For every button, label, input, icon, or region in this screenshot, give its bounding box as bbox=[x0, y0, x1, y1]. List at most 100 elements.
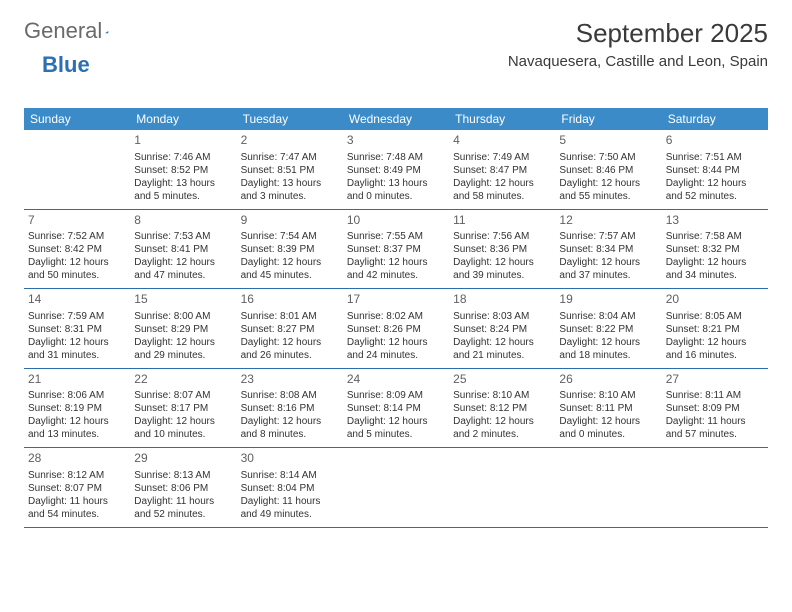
sunrise-text: Sunrise: 8:05 AM bbox=[666, 310, 764, 323]
day-number: 8 bbox=[134, 213, 232, 229]
logo-triangle-icon bbox=[105, 24, 108, 40]
calendar-day: 8Sunrise: 7:53 AMSunset: 8:41 PMDaylight… bbox=[130, 210, 236, 289]
sunrise-text: Sunrise: 8:09 AM bbox=[347, 389, 445, 402]
sunset-text: Sunset: 8:41 PM bbox=[134, 243, 232, 256]
weekday-header: Friday bbox=[555, 108, 661, 130]
day-number: 17 bbox=[347, 292, 445, 308]
day-number: 4 bbox=[453, 133, 551, 149]
day-number: 23 bbox=[241, 372, 339, 388]
sunset-text: Sunset: 8:14 PM bbox=[347, 402, 445, 415]
sunset-text: Sunset: 8:44 PM bbox=[666, 164, 764, 177]
sunrise-text: Sunrise: 7:49 AM bbox=[453, 151, 551, 164]
weekday-header: Wednesday bbox=[343, 108, 449, 130]
month-title: September 2025 bbox=[508, 18, 768, 49]
daylight-text: Daylight: 12 hours and 37 minutes. bbox=[559, 256, 657, 282]
sunset-text: Sunset: 8:32 PM bbox=[666, 243, 764, 256]
weekday-header: Saturday bbox=[662, 108, 768, 130]
daylight-text: Daylight: 13 hours and 3 minutes. bbox=[241, 177, 339, 203]
daylight-text: Daylight: 12 hours and 55 minutes. bbox=[559, 177, 657, 203]
calendar-day-empty bbox=[24, 130, 130, 209]
daylight-text: Daylight: 12 hours and 45 minutes. bbox=[241, 256, 339, 282]
daylight-text: Daylight: 12 hours and 26 minutes. bbox=[241, 336, 339, 362]
calendar-day: 13Sunrise: 7:58 AMSunset: 8:32 PMDayligh… bbox=[662, 210, 768, 289]
daylight-text: Daylight: 11 hours and 52 minutes. bbox=[134, 495, 232, 521]
calendar-day: 24Sunrise: 8:09 AMSunset: 8:14 PMDayligh… bbox=[343, 369, 449, 448]
calendar-week: 21Sunrise: 8:06 AMSunset: 8:19 PMDayligh… bbox=[24, 369, 768, 449]
sunrise-text: Sunrise: 7:55 AM bbox=[347, 230, 445, 243]
calendar-day: 29 Sunrise: 8:13 AMSunset: 8:06 PMDayligh… bbox=[130, 448, 236, 527]
sunset-text: Sunset: 8:12 PM bbox=[453, 402, 551, 415]
sunrise-text: Sunrise: 8:13 AM bbox=[134, 469, 232, 482]
sunrise-text: Sunrise: 8:04 AM bbox=[559, 310, 657, 323]
calendar-day: 11Sunrise: 7:56 AMSunset: 8:36 PMDayligh… bbox=[449, 210, 555, 289]
weekday-header: Tuesday bbox=[237, 108, 343, 130]
calendar-day: 23Sunrise: 8:08 AMSunset: 8:16 PMDayligh… bbox=[237, 369, 343, 448]
calendar: Sunday Monday Tuesday Wednesday Thursday… bbox=[24, 108, 768, 528]
sunset-text: Sunset: 8:51 PM bbox=[241, 164, 339, 177]
calendar-day: 16Sunrise: 8:01 AMSunset: 8:27 PMDayligh… bbox=[237, 289, 343, 368]
daylight-text: Daylight: 12 hours and 21 minutes. bbox=[453, 336, 551, 362]
daylight-text: Daylight: 12 hours and 39 minutes. bbox=[453, 256, 551, 282]
day-number: 27 bbox=[666, 372, 764, 388]
daylight-text: Daylight: 12 hours and 50 minutes. bbox=[28, 256, 126, 282]
day-number: 15 bbox=[134, 292, 232, 308]
daylight-text: Daylight: 11 hours and 54 minutes. bbox=[28, 495, 126, 521]
sunset-text: Sunset: 8:46 PM bbox=[559, 164, 657, 177]
sunset-text: Sunset: 8:31 PM bbox=[28, 323, 126, 336]
daylight-text: Daylight: 12 hours and 58 minutes. bbox=[453, 177, 551, 203]
sunrise-text: Sunrise: 7:56 AM bbox=[453, 230, 551, 243]
calendar-day: 1Sunrise: 7:46 AMSunset: 8:52 PMDaylight… bbox=[130, 130, 236, 209]
sunset-text: Sunset: 8:04 PM bbox=[241, 482, 339, 495]
sunset-text: Sunset: 8:36 PM bbox=[453, 243, 551, 256]
sunset-text: Sunset: 8:37 PM bbox=[347, 243, 445, 256]
calendar-day: 17Sunrise: 8:02 AMSunset: 8:26 PMDayligh… bbox=[343, 289, 449, 368]
day-number: 5 bbox=[559, 133, 657, 149]
weekday-header-row: Sunday Monday Tuesday Wednesday Thursday… bbox=[24, 108, 768, 130]
sunset-text: Sunset: 8:17 PM bbox=[134, 402, 232, 415]
daylight-text: Daylight: 13 hours and 0 minutes. bbox=[347, 177, 445, 203]
day-number: 18 bbox=[453, 292, 551, 308]
calendar-week: 1Sunrise: 7:46 AMSunset: 8:52 PMDaylight… bbox=[24, 130, 768, 210]
sunset-text: Sunset: 8:26 PM bbox=[347, 323, 445, 336]
sunset-text: Sunset: 8:42 PM bbox=[28, 243, 126, 256]
sunrise-text: Sunrise: 8:06 AM bbox=[28, 389, 126, 402]
sunset-text: Sunset: 8:21 PM bbox=[666, 323, 764, 336]
weekday-header: Sunday bbox=[24, 108, 130, 130]
daylight-text: Daylight: 12 hours and 34 minutes. bbox=[666, 256, 764, 282]
sunrise-text: Sunrise: 7:58 AM bbox=[666, 230, 764, 243]
sunrise-text: Sunrise: 7:52 AM bbox=[28, 230, 126, 243]
day-number: 16 bbox=[241, 292, 339, 308]
daylight-text: Daylight: 13 hours and 5 minutes. bbox=[134, 177, 232, 203]
weekday-header: Thursday bbox=[449, 108, 555, 130]
day-number: 10 bbox=[347, 213, 445, 229]
calendar-day: 19Sunrise: 8:04 AMSunset: 8:22 PMDayligh… bbox=[555, 289, 661, 368]
day-number: 22 bbox=[134, 372, 232, 388]
calendar-day: 27Sunrise: 8:11 AMSunset: 8:09 PMDayligh… bbox=[662, 369, 768, 448]
day-number: 7 bbox=[28, 213, 126, 229]
day-number: 12 bbox=[559, 213, 657, 229]
day-number: 29 bbox=[134, 451, 232, 467]
day-number: 19 bbox=[559, 292, 657, 308]
day-number: 6 bbox=[666, 133, 764, 149]
calendar-week: 14Sunrise: 7:59 AMSunset: 8:31 PMDayligh… bbox=[24, 289, 768, 369]
daylight-text: Daylight: 12 hours and 47 minutes. bbox=[134, 256, 232, 282]
sunset-text: Sunset: 8:06 PM bbox=[134, 482, 232, 495]
day-number: 2 bbox=[241, 133, 339, 149]
weekday-header: Monday bbox=[130, 108, 236, 130]
sunrise-text: Sunrise: 8:01 AM bbox=[241, 310, 339, 323]
day-number: 3 bbox=[347, 133, 445, 149]
sunrise-text: Sunrise: 7:54 AM bbox=[241, 230, 339, 243]
calendar-day: 22Sunrise: 8:07 AMSunset: 8:17 PMDayligh… bbox=[130, 369, 236, 448]
sunrise-text: Sunrise: 7:48 AM bbox=[347, 151, 445, 164]
day-number: 13 bbox=[666, 213, 764, 229]
calendar-day: 2Sunrise: 7:47 AMSunset: 8:51 PMDaylight… bbox=[237, 130, 343, 209]
calendar-day: 5Sunrise: 7:50 AMSunset: 8:46 PMDaylight… bbox=[555, 130, 661, 209]
daylight-text: Daylight: 12 hours and 16 minutes. bbox=[666, 336, 764, 362]
sunset-text: Sunset: 8:24 PM bbox=[453, 323, 551, 336]
calendar-day: 14Sunrise: 7:59 AMSunset: 8:31 PMDayligh… bbox=[24, 289, 130, 368]
daylight-text: Daylight: 12 hours and 42 minutes. bbox=[347, 256, 445, 282]
sunset-text: Sunset: 8:34 PM bbox=[559, 243, 657, 256]
calendar-day: 18Sunrise: 8:03 AMSunset: 8:24 PMDayligh… bbox=[449, 289, 555, 368]
calendar-day: 7Sunrise: 7:52 AMSunset: 8:42 PMDaylight… bbox=[24, 210, 130, 289]
sunset-text: Sunset: 8:07 PM bbox=[28, 482, 126, 495]
